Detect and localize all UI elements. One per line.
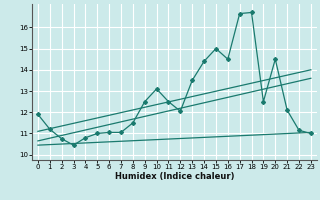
X-axis label: Humidex (Indice chaleur): Humidex (Indice chaleur) [115,172,234,181]
